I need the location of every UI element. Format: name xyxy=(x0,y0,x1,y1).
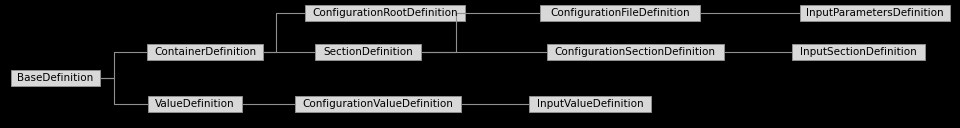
Text: ConfigurationValueDefinition: ConfigurationValueDefinition xyxy=(302,99,453,109)
Text: ConfigurationSectionDefinition: ConfigurationSectionDefinition xyxy=(555,47,715,57)
Text: InputSectionDefinition: InputSectionDefinition xyxy=(800,47,917,57)
Text: InputValueDefinition: InputValueDefinition xyxy=(537,99,643,109)
FancyBboxPatch shape xyxy=(304,5,466,21)
FancyBboxPatch shape xyxy=(791,44,924,60)
FancyBboxPatch shape xyxy=(546,44,724,60)
Text: ContainerDefinition: ContainerDefinition xyxy=(154,47,256,57)
FancyBboxPatch shape xyxy=(148,96,242,112)
FancyBboxPatch shape xyxy=(315,44,420,60)
FancyBboxPatch shape xyxy=(540,5,700,21)
Text: SectionDefinition: SectionDefinition xyxy=(324,47,413,57)
FancyBboxPatch shape xyxy=(147,44,263,60)
Text: ValueDefinition: ValueDefinition xyxy=(156,99,235,109)
Text: InputParametersDefinition: InputParametersDefinition xyxy=(806,8,944,18)
Text: BaseDefinition: BaseDefinition xyxy=(17,73,93,83)
Text: ConfigurationRootDefinition: ConfigurationRootDefinition xyxy=(312,8,458,18)
FancyBboxPatch shape xyxy=(529,96,651,112)
FancyBboxPatch shape xyxy=(11,70,100,86)
FancyBboxPatch shape xyxy=(801,5,949,21)
FancyBboxPatch shape xyxy=(295,96,461,112)
Text: ConfigurationFileDefinition: ConfigurationFileDefinition xyxy=(550,8,690,18)
